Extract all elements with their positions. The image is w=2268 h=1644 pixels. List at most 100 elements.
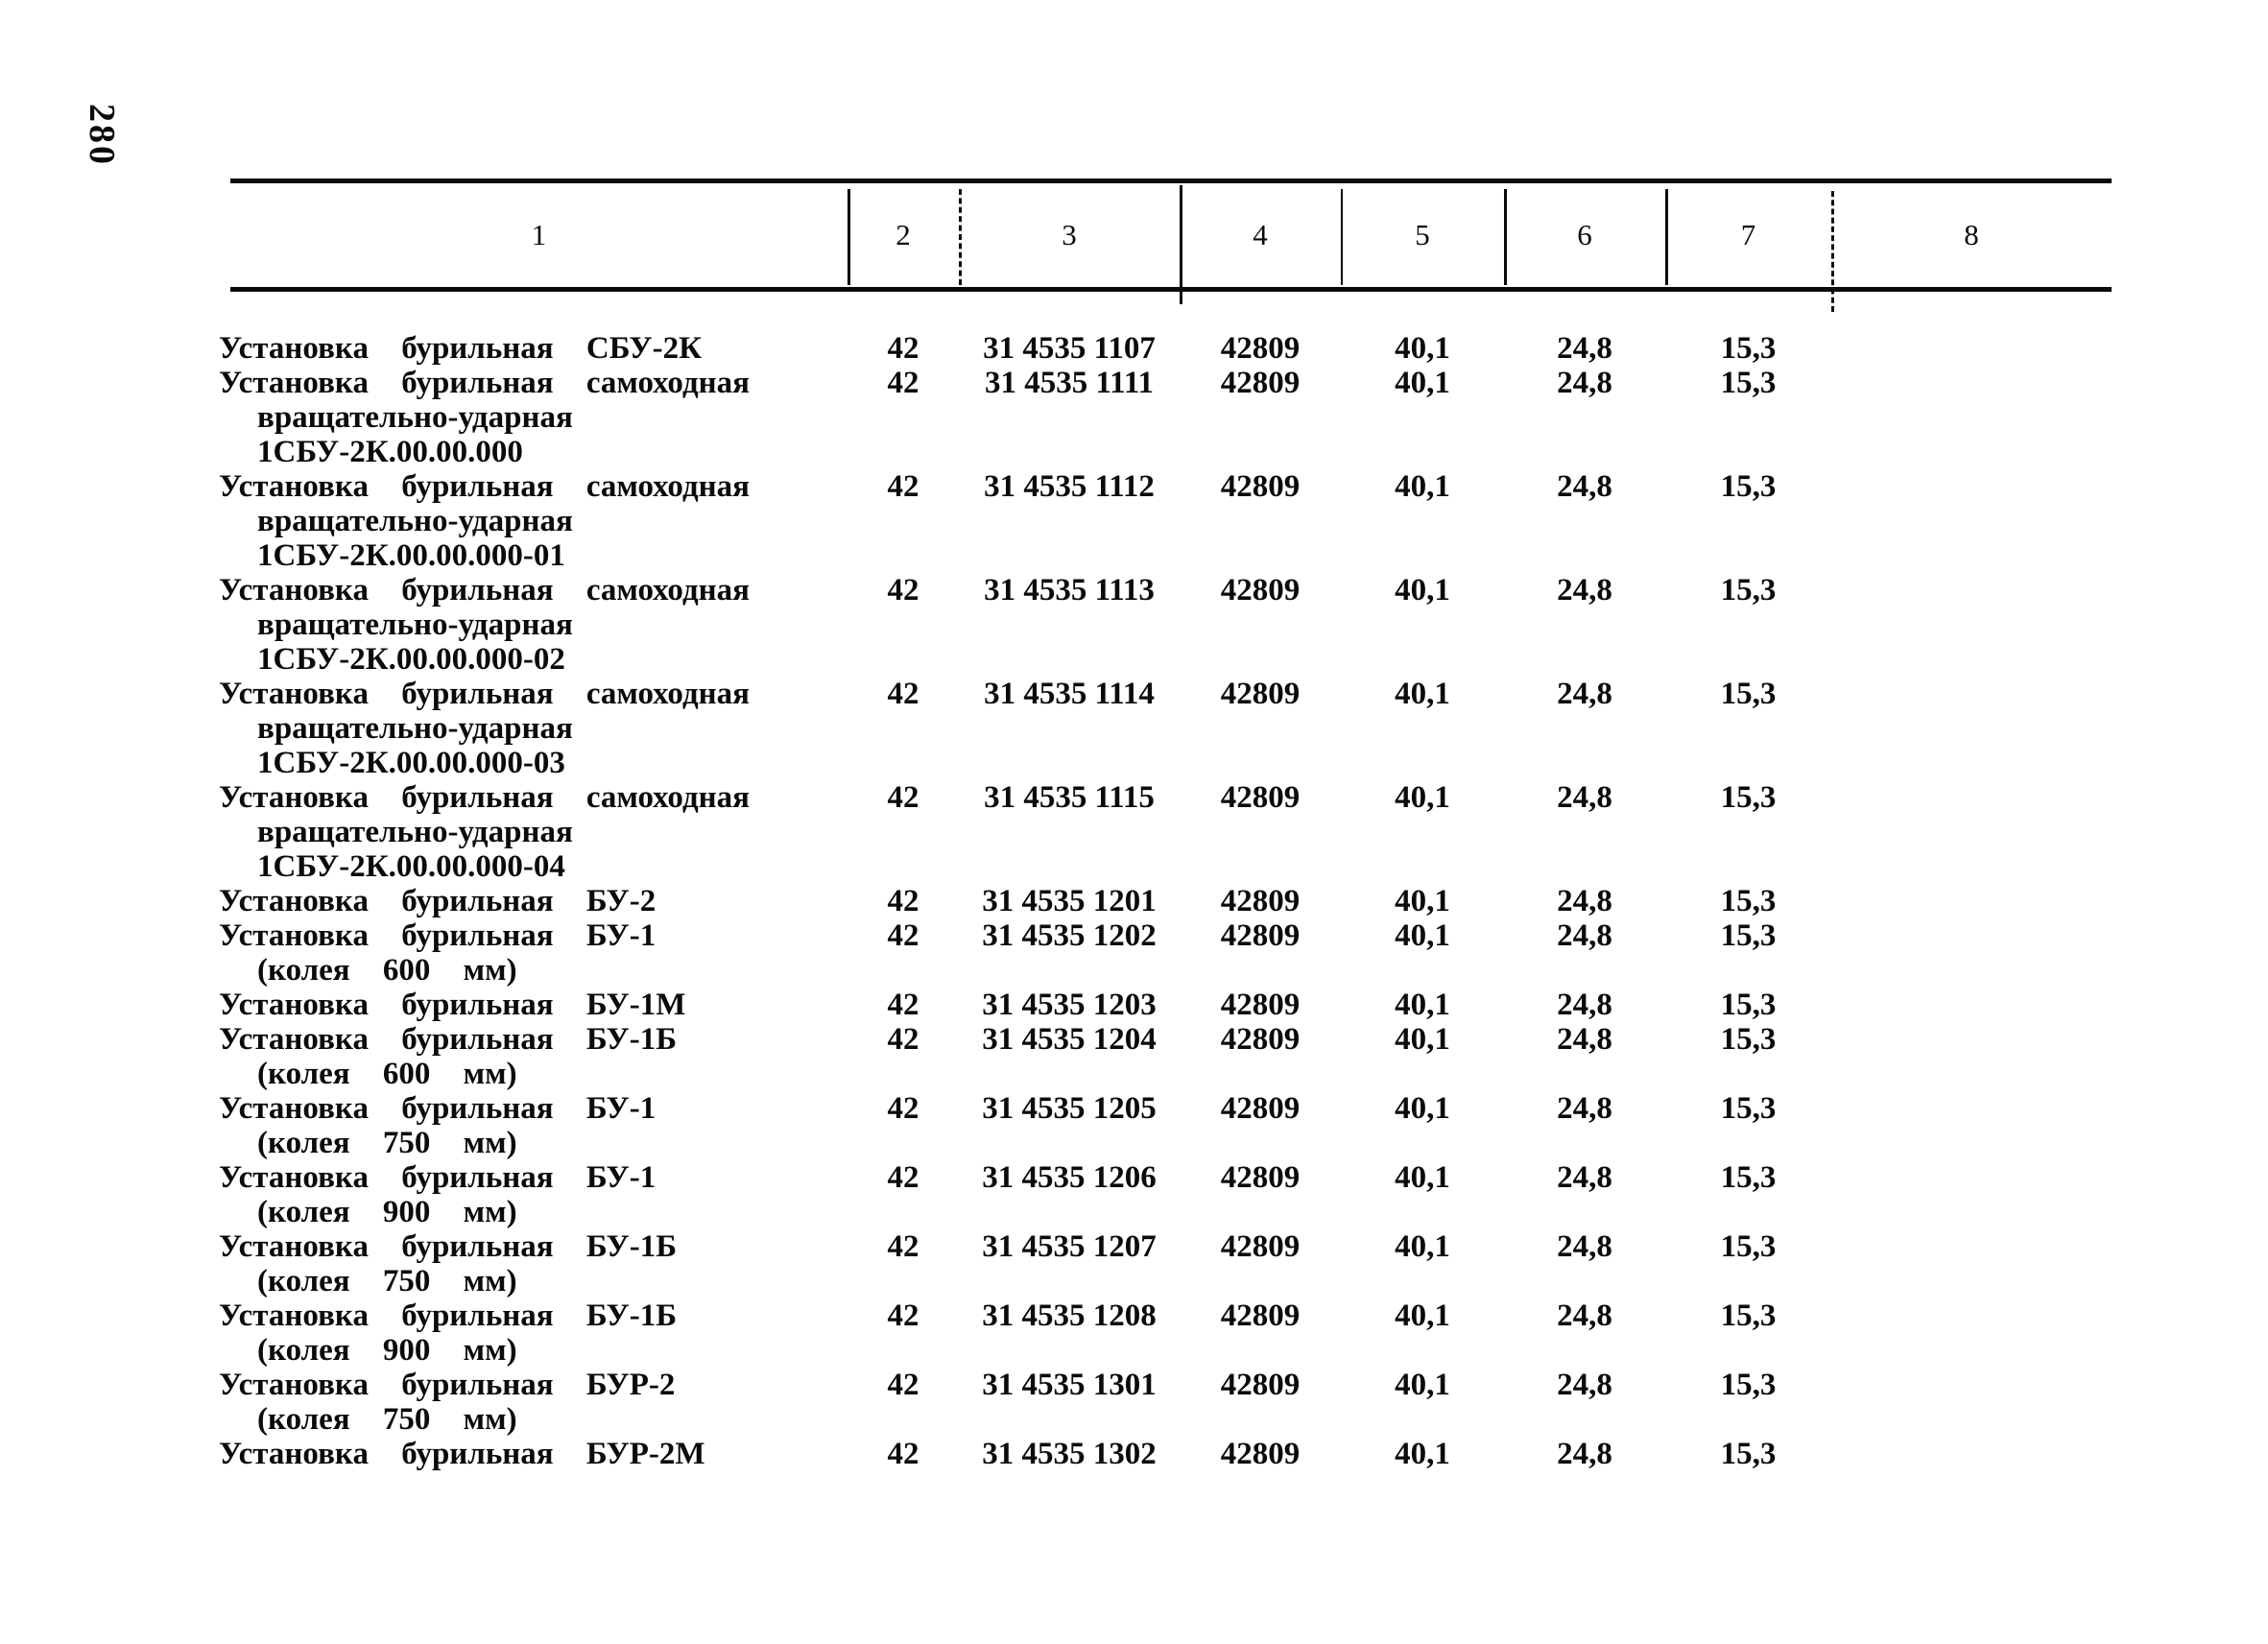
equipment-name: Установка бурильная БУ-1 — [219, 1160, 657, 1195]
name-continuation-line: (колея 750 мм) — [257, 1126, 517, 1160]
col6-cell: 24,8 — [1557, 1437, 1612, 1471]
col6-cell: 24,8 — [1557, 1299, 1612, 1333]
name-cell: Установка бурильная самоходная вращатель… — [219, 780, 848, 884]
col6-cell: 24,8 — [1557, 988, 1612, 1022]
name-cell: Установка бурильная самоходная вращатель… — [219, 573, 848, 677]
col3-cell: 31 4535 1201 — [982, 884, 1157, 918]
col5-cell: 40,1 — [1395, 1368, 1450, 1402]
table-row: Установка бурильная БУ-1М 42 31 4535 120… — [219, 988, 2112, 1022]
name-continuation: (колея 600 мм) — [219, 953, 848, 988]
column-header-4: 4 — [1253, 218, 1268, 251]
page-number: 280 — [82, 104, 122, 167]
col4-cell: 42809 — [1220, 469, 1301, 504]
col5-cell: 40,1 — [1395, 1229, 1450, 1264]
col6-cell: 24,8 — [1557, 1229, 1612, 1264]
table-row: Установка бурильная БУ-1 (колея 750 мм) … — [219, 1091, 2112, 1160]
col5-cell: 40,1 — [1395, 331, 1450, 366]
col2-cell: 42 — [887, 1437, 919, 1471]
table-header-row: 1 2 3 4 5 6 7 8 — [230, 183, 2112, 312]
col3-cell: 31 4535 1107 — [983, 331, 1156, 366]
name-continuation: (колея 600 мм) — [219, 1057, 848, 1091]
name-cell: Установка бурильная БУ-1М — [219, 988, 848, 1022]
col3-cell: 31 4535 1203 — [982, 988, 1157, 1022]
name-continuation-line: вращательно-ударная — [257, 608, 573, 642]
col7-cell: 15,3 — [1720, 1091, 1777, 1126]
table-top-rule — [230, 179, 2112, 183]
col2-cell: 42 — [887, 780, 919, 815]
table-row: Установка бурильная БУР-2М 42 31 4535 13… — [219, 1437, 2112, 1471]
name-continuation: вращательно-ударная 1СБУ-2К.00.00.000-01 — [219, 504, 848, 573]
col6-cell: 24,8 — [1557, 780, 1612, 815]
col5-cell: 40,1 — [1395, 918, 1450, 953]
col7-cell: 15,3 — [1720, 884, 1777, 918]
col4-cell: 42809 — [1220, 1160, 1301, 1195]
equipment-name: Установка бурильная БУ-2 — [219, 884, 657, 918]
table-row: Установка бурильная БУ-2 42 31 4535 1201… — [219, 884, 2112, 918]
col3-cell: 31 4535 1302 — [982, 1437, 1157, 1471]
name-continuation: вращательно-ударная 1СБУ-2К.00.00.000-04 — [219, 815, 848, 884]
col3-cell: 31 4535 1301 — [982, 1368, 1157, 1402]
col2-cell: 42 — [887, 884, 919, 918]
col4-cell: 42809 — [1220, 780, 1301, 815]
equipment-name: Установка бурильная БУ-1 — [219, 918, 657, 953]
col2-cell: 42 — [887, 573, 919, 608]
column-separator — [959, 189, 962, 285]
col7-cell: 15,3 — [1720, 677, 1777, 711]
col2-cell: 42 — [887, 469, 919, 504]
col2-cell: 42 — [887, 918, 919, 953]
name-cell: Установка бурильная СБУ-2К — [219, 331, 848, 366]
col4-cell: 42809 — [1220, 331, 1301, 366]
col7-cell: 15,3 — [1720, 1299, 1777, 1333]
col4-cell: 42809 — [1220, 366, 1301, 400]
col2-cell: 42 — [887, 1229, 919, 1264]
name-cell: Установка бурильная самоходная вращатель… — [219, 677, 848, 780]
column-header-6: 6 — [1577, 218, 1592, 251]
col7-cell: 15,3 — [1720, 780, 1777, 815]
column-separator — [1665, 189, 1668, 285]
col2-cell: 42 — [887, 988, 919, 1022]
name-continuation-line: вращательно-ударная — [257, 711, 573, 746]
name-continuation: вращательно-ударная 1СБУ-2К.00.00.000-02 — [219, 608, 848, 677]
col3-cell: 31 4535 1111 — [984, 366, 1155, 400]
col2-cell: 42 — [887, 1022, 919, 1057]
equipment-name: Установка бурильная БУ-1М — [219, 988, 686, 1022]
equipment-name: Установка бурильная СБУ-2К — [219, 331, 703, 366]
col7-cell: 15,3 — [1720, 1022, 1777, 1057]
equipment-name: Установка бурильная самоходная — [219, 366, 751, 400]
name-cell: Установка бурильная БУ-1Б (колея 600 мм) — [219, 1022, 848, 1091]
equipment-name: Установка бурильная самоходная — [219, 573, 751, 608]
col7-cell: 15,3 — [1720, 1229, 1777, 1264]
col7-cell: 15,3 — [1720, 1437, 1777, 1471]
col7-cell: 15,3 — [1720, 988, 1777, 1022]
col7-cell: 15,3 — [1720, 1368, 1777, 1402]
col7-cell: 15,3 — [1720, 573, 1777, 608]
column-header-3: 3 — [1062, 218, 1077, 251]
col6-cell: 24,8 — [1557, 884, 1612, 918]
col4-cell: 42809 — [1220, 1022, 1301, 1057]
name-continuation-line: (колея 600 мм) — [257, 1057, 517, 1091]
column-header-5: 5 — [1415, 218, 1430, 251]
name-continuation-line: 1СБУ-2К.00.00.000 — [257, 435, 523, 469]
name-continuation-line: вращательно-ударная — [257, 400, 573, 435]
column-separator — [1504, 189, 1507, 285]
col2-cell: 42 — [887, 331, 919, 366]
table-row: Установка бурильная самоходная вращатель… — [219, 780, 2112, 884]
column-separator — [1831, 191, 1834, 312]
name-continuation: (колея 900 мм) — [219, 1333, 848, 1368]
col5-cell: 40,1 — [1395, 884, 1450, 918]
name-continuation-line: 1СБУ-2К.00.00.000-02 — [257, 642, 565, 677]
name-continuation: (колея 750 мм) — [219, 1402, 848, 1437]
column-separator — [1341, 189, 1343, 285]
equipment-name: Установка бурильная самоходная — [219, 780, 751, 815]
col6-cell: 24,8 — [1557, 1022, 1612, 1057]
name-cell: Установка бурильная БУ-1 (колея 600 мм) — [219, 918, 848, 988]
name-continuation-line: (колея 750 мм) — [257, 1264, 517, 1299]
col4-cell: 42809 — [1220, 1229, 1301, 1264]
col4-cell: 42809 — [1220, 918, 1301, 953]
name-continuation-line: 1СБУ-2К.00.00.000-01 — [257, 538, 565, 573]
col3-cell: 31 4535 1207 — [982, 1229, 1157, 1264]
col6-cell: 24,8 — [1557, 573, 1612, 608]
name-continuation-line: 1СБУ-2К.00.00.000-03 — [257, 746, 565, 780]
table-row: Установка бурильная БУР-2 (колея 750 мм)… — [219, 1368, 2112, 1437]
col7-cell: 15,3 — [1720, 1160, 1777, 1195]
